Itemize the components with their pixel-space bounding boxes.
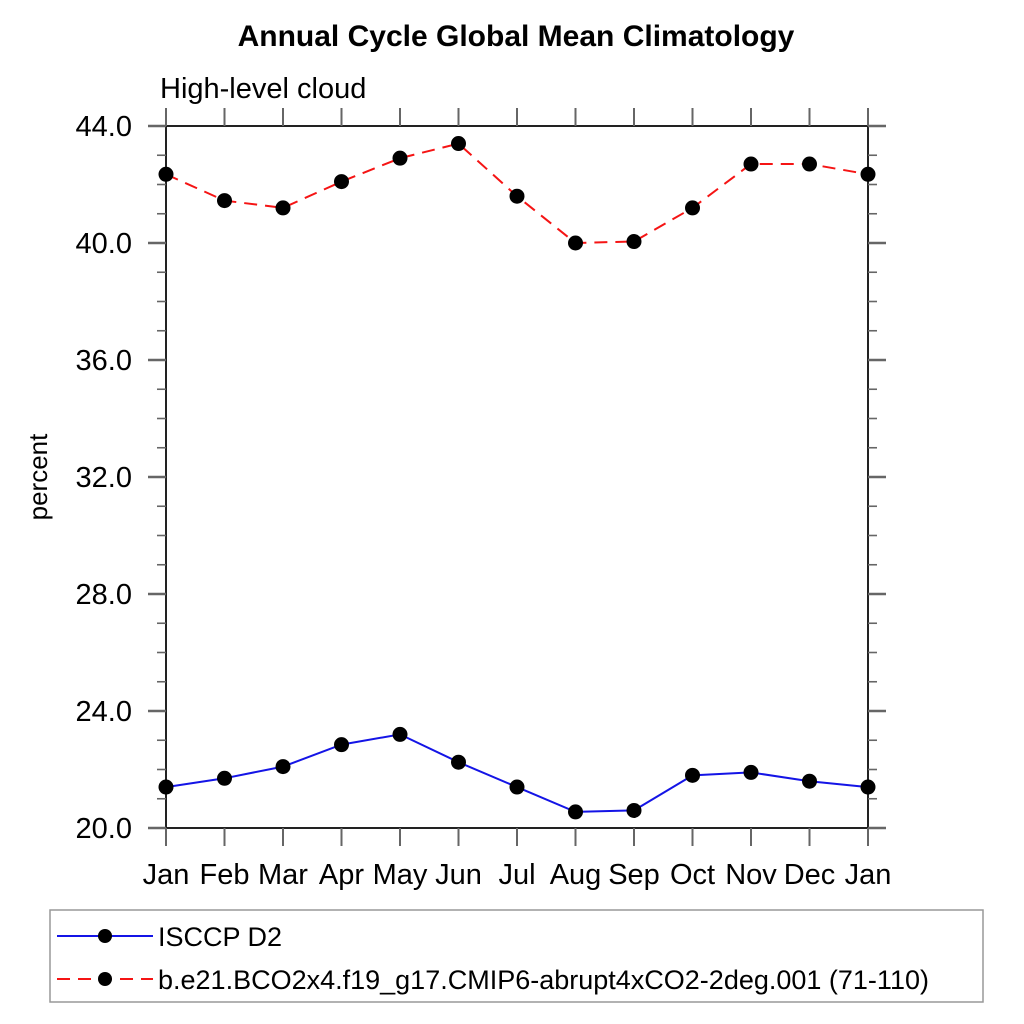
y-tick-label: 32.0	[76, 462, 132, 494]
x-tick-label: Jun	[435, 859, 482, 891]
series-1-marker	[685, 200, 700, 216]
series-1-marker	[217, 193, 232, 209]
series-0-marker	[451, 754, 466, 770]
y-tick-label: 44.0	[76, 111, 132, 143]
x-tick-label: Mar	[258, 859, 308, 891]
x-tick-label: Nov	[725, 859, 777, 891]
y-tick-label: 24.0	[76, 696, 132, 728]
x-tick-label: May	[373, 859, 428, 891]
legend-item-model-label: b.e21.BCO2x4.f19_g17.CMIP6-abrupt4xCO2-2…	[158, 965, 929, 995]
series-1-marker	[743, 156, 759, 172]
x-tick-label: Sep	[608, 859, 660, 891]
x-tick-label: Feb	[200, 859, 250, 891]
y-tick-label: 40.0	[76, 228, 132, 260]
x-tick-label: Aug	[550, 859, 602, 891]
legend: ISCCP D2 b.e21.BCO2x4.f19_g17.CMIP6-abru…	[49, 909, 984, 1003]
legend-marker-circle	[98, 929, 112, 943]
series-1-marker	[275, 200, 291, 216]
y-tick-label: 20.0	[76, 813, 132, 845]
x-tick-label: Oct	[670, 859, 715, 891]
x-tick-label: Apr	[319, 859, 364, 891]
series-0-marker	[802, 773, 817, 789]
series-0-marker	[392, 726, 408, 742]
x-tick-label: Dec	[784, 859, 836, 891]
series-0-marker	[568, 804, 583, 820]
legend-item-isccp-label: ISCCP D2	[158, 922, 282, 952]
x-tick-label: Jan	[143, 859, 190, 891]
series-1-marker	[334, 174, 349, 190]
series-0-marker	[334, 737, 349, 753]
legend-box	[49, 909, 984, 1003]
x-tick-label: Jan	[845, 859, 892, 891]
series-0-marker	[743, 764, 759, 780]
series-0-marker	[685, 767, 700, 783]
series-1-marker	[392, 150, 408, 166]
series-1-marker	[626, 234, 642, 250]
chart-subtitle: High-level cloud	[160, 73, 366, 105]
series-0-marker	[217, 770, 232, 786]
series-0-line	[165, 733, 869, 813]
series-1-marker	[568, 235, 583, 251]
plot-series	[158, 136, 876, 820]
y-tick-label: 36.0	[76, 345, 132, 377]
series-1-marker	[451, 136, 466, 152]
series-1-marker	[509, 188, 525, 204]
series-1-marker	[860, 166, 876, 182]
series-0-marker	[158, 779, 174, 795]
chart-title: Annual Cycle Global Mean Climatology	[238, 20, 795, 53]
series-1-marker	[158, 166, 174, 182]
series-0-marker	[860, 779, 876, 795]
x-tick-label: Jul	[498, 859, 535, 891]
legend-marker-circle	[98, 972, 112, 986]
series-0-marker	[275, 759, 291, 775]
y-tick-label: 28.0	[76, 579, 132, 611]
y-axis-label: percent	[23, 433, 53, 520]
series-0-marker	[509, 779, 525, 795]
series-0-marker	[626, 802, 642, 818]
series-1-marker	[802, 156, 817, 172]
plot-axes: 20.0 24.0 28.0 32.0 36.0 40.0 44.0 Jan Feb Mar Apr…	[76, 108, 892, 891]
